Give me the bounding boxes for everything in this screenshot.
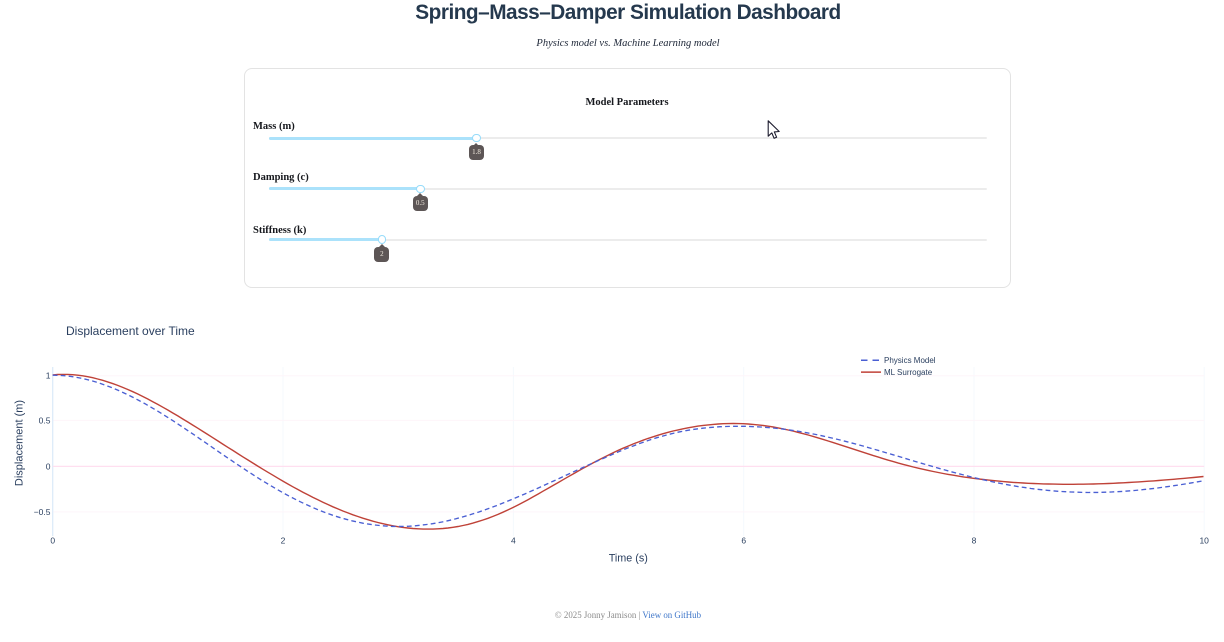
svg-text:1: 1 xyxy=(46,371,51,381)
svg-text:Time (s): Time (s) xyxy=(609,553,648,565)
svg-text:2: 2 xyxy=(281,536,286,546)
svg-text:0: 0 xyxy=(46,461,51,471)
svg-text:0: 0 xyxy=(50,536,55,546)
svg-text:Displacement (m): Displacement (m) xyxy=(14,400,26,486)
svg-text:8: 8 xyxy=(972,536,977,546)
svg-text:ML Surrogate: ML Surrogate xyxy=(884,368,933,377)
svg-text:Displacement over Time: Displacement over Time xyxy=(66,324,195,338)
svg-text:−0.5: −0.5 xyxy=(34,507,51,517)
svg-text:4: 4 xyxy=(511,536,516,546)
svg-text:0.5: 0.5 xyxy=(39,415,51,425)
svg-text:10: 10 xyxy=(1199,536,1209,546)
svg-text:Physics Model: Physics Model xyxy=(884,356,936,365)
svg-text:6: 6 xyxy=(741,536,746,546)
